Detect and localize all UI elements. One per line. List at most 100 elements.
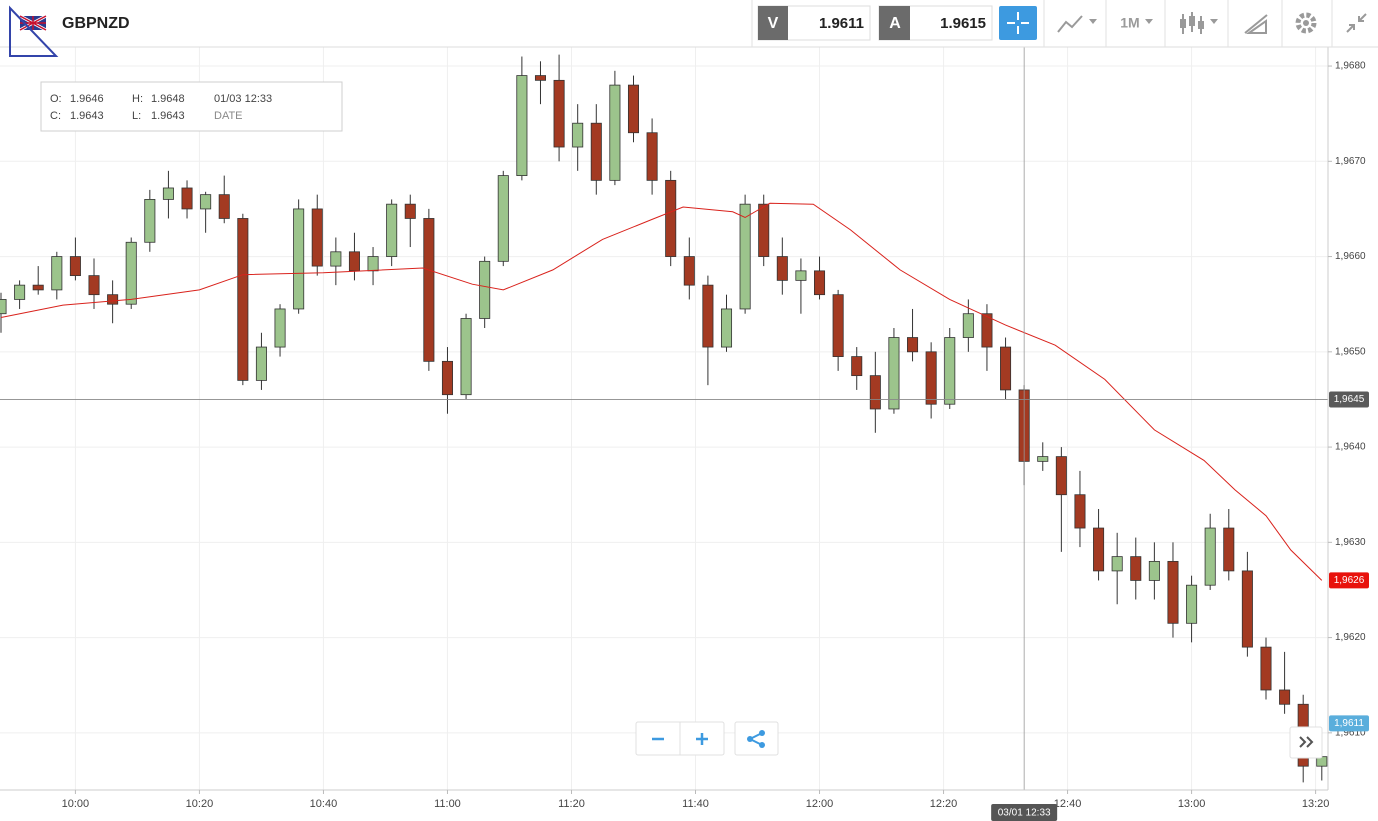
- x-tick-label: 12:20: [930, 798, 958, 810]
- candle-body: [814, 270, 826, 296]
- candle-body: [386, 203, 398, 257]
- sell-price[interactable]: 1.9611: [819, 15, 864, 32]
- candle-body: [962, 313, 974, 338]
- info-label: C:: [50, 110, 61, 122]
- sell-button[interactable]: V 1.9611: [757, 5, 871, 41]
- buy-tag[interactable]: [879, 6, 910, 40]
- timeframe[interactable]: 1M: [1120, 15, 1139, 31]
- crosshair-icon: [1007, 12, 1029, 34]
- candle-body: [32, 284, 44, 291]
- candle-body: [758, 203, 770, 257]
- candles-icon-body: [1180, 19, 1186, 28]
- plot-area: [0, 47, 1328, 790]
- buy-price[interactable]: 1.9615: [940, 15, 986, 32]
- collapse-icon[interactable]: [1346, 13, 1367, 33]
- price-label: 1,9645: [1334, 394, 1365, 405]
- candle-body: [69, 256, 81, 277]
- x-tick-label: 13:20: [1302, 798, 1330, 810]
- candles-icon-body: [1198, 21, 1204, 29]
- caret: [1145, 19, 1153, 24]
- candle-body: [181, 187, 193, 210]
- candle-body: [1148, 560, 1160, 581]
- candle-body: [534, 75, 546, 81]
- candle-body: [441, 360, 453, 396]
- candle-body: [255, 346, 267, 381]
- zoom-in[interactable]: [696, 733, 708, 745]
- info-box: [40, 81, 343, 132]
- price-label: 1,9611: [1334, 718, 1364, 729]
- share-dot: [747, 736, 753, 742]
- candle-body: [200, 194, 212, 210]
- caret: [1210, 19, 1218, 24]
- sell-label[interactable]: V: [768, 15, 779, 32]
- chart-type-icon[interactable]: [1057, 15, 1083, 33]
- draw-icon[interactable]: [1244, 14, 1268, 34]
- candle-body: [590, 122, 602, 181]
- candle-body: [367, 256, 379, 272]
- candle-body: [795, 270, 807, 281]
- candle-body: [1204, 527, 1216, 586]
- candle-body: [107, 294, 119, 305]
- candle-body: [1037, 456, 1049, 462]
- candle-body: [832, 294, 844, 357]
- info-date-label: DATE: [214, 110, 243, 122]
- crosshair-button[interactable]: [999, 6, 1037, 40]
- candle-body: [274, 308, 286, 348]
- crosshair-tag: [991, 804, 1058, 821]
- grid: [0, 47, 1328, 790]
- candle-body: [1111, 556, 1123, 572]
- settings-icon[interactable]: [1295, 12, 1317, 34]
- candle-body: [497, 175, 509, 262]
- share-dot: [759, 742, 765, 748]
- info-value: 1.9646: [70, 93, 104, 105]
- flag-outline: [9, 5, 59, 57]
- y-tick-label: 1,9620: [1335, 632, 1366, 643]
- header-bg: [0, 0, 1378, 47]
- candle-body: [423, 218, 435, 362]
- info-label: O:: [50, 93, 62, 105]
- info-value: 1.9643: [151, 110, 185, 122]
- y-tick-label: 1,9650: [1335, 346, 1366, 357]
- candle-body: [720, 308, 733, 348]
- candle-body: [293, 208, 305, 310]
- candle-body: [218, 194, 230, 219]
- y-tick-label: 1,9630: [1335, 537, 1366, 548]
- candle-body: [51, 256, 63, 291]
- x-tick-label: 12:00: [806, 798, 834, 810]
- x-tick-label: 11:40: [682, 798, 709, 810]
- buy-button[interactable]: A 1.9615: [878, 5, 993, 41]
- y-tick-label: 1,9640: [1335, 442, 1366, 453]
- share-box[interactable]: [734, 721, 779, 756]
- candle-body: [683, 256, 695, 286]
- candle-body: [88, 275, 100, 296]
- symbol: GBPNZD: [62, 15, 130, 32]
- x-tick-label: 10:00: [62, 798, 90, 810]
- y-tick-label: 1,9660: [1335, 251, 1366, 262]
- scroll-end-button[interactable]: [1289, 726, 1323, 759]
- candle-body: [479, 260, 491, 319]
- candle-body: [944, 337, 956, 405]
- candle-body: [237, 218, 249, 381]
- info-date: 01/03 12:33: [214, 93, 272, 105]
- candle-body: [1279, 689, 1291, 705]
- x-tick-label: 11:00: [434, 798, 461, 810]
- candle-body: [981, 313, 993, 348]
- candle-body: [1000, 346, 1012, 391]
- candle-body: [1260, 646, 1272, 691]
- candle-body: [702, 284, 714, 348]
- candle-body: [925, 351, 937, 405]
- candle-body: [572, 122, 584, 148]
- candle-body: [14, 284, 26, 300]
- info-value: 1.9648: [151, 93, 185, 105]
- candle-body: [1130, 556, 1142, 581]
- candle-body: [1167, 560, 1179, 624]
- candles-icon-body: [1189, 16, 1195, 26]
- x-tick-label: 13:00: [1178, 798, 1206, 810]
- candle-body: [162, 187, 174, 200]
- y-tick-label: 1,9610: [1335, 727, 1366, 738]
- candle-body: [404, 203, 416, 219]
- sell-tag[interactable]: [758, 6, 788, 40]
- buy-label[interactable]: A: [889, 15, 901, 32]
- candle-body: [609, 84, 621, 181]
